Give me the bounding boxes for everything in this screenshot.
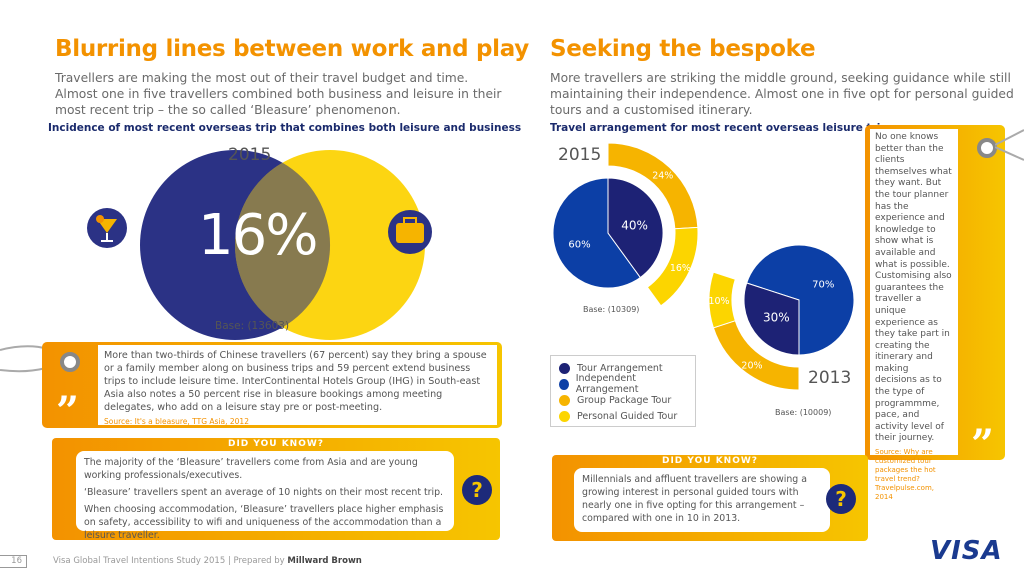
venn-year: 2015 — [228, 145, 272, 165]
venn-value: 16% — [198, 203, 318, 268]
quote-mark-icon: ” — [971, 421, 995, 468]
tag-hole-icon — [60, 352, 80, 372]
ring-label-group: 24% — [652, 171, 673, 182]
legend-label: Independent Arrangement — [575, 373, 639, 395]
legend-item: Group Package Tour — [559, 392, 687, 408]
visa-logo: VISA — [930, 536, 1003, 566]
pie-base-2015: Base: (10309) — [583, 305, 640, 314]
dyk-title: DID YOU KNOW? — [227, 439, 325, 449]
right-chart-title: Travel arrangement for most recent overs… — [550, 122, 888, 134]
left-quote-box: ” More than two-thirds of Chinese travel… — [42, 342, 502, 432]
subtitle-line: maintaining their independence. Almost o… — [550, 87, 1014, 101]
quote-mark-icon: ” — [56, 388, 80, 435]
tag-string-icon — [995, 129, 1024, 161]
right-quote-box: No one knows better than the clients the… — [865, 125, 1005, 501]
subtitle-line: most recent trip – the so called ‘Bleasu… — [55, 103, 401, 117]
right-did-you-know: DID YOU KNOW? Millennials and affluent t… — [552, 455, 868, 541]
legend-swatch-icon — [559, 394, 570, 406]
footer-text: Visa Global Travel Intentions Study 2015… — [53, 556, 362, 566]
left-did-you-know: DID YOU KNOW? The majority of the ‘Bleas… — [52, 438, 500, 541]
subtitle-line: tours and a customised itinerary. — [550, 103, 753, 117]
right-subtitle: More travellers are striking the middle … — [550, 70, 1014, 118]
left-title: Blurring lines between work and play — [55, 36, 529, 62]
overlap-region — [234, 162, 331, 328]
legend-swatch-icon — [559, 362, 570, 374]
left-subtitle: Travellers are making the most out of th… — [55, 70, 502, 118]
pie-slice-independent — [746, 244, 855, 356]
dyk-item: When choosing accommodation, ‘Bleasure’ … — [84, 504, 444, 541]
quote-text: No one knows better than the clients the… — [875, 132, 952, 444]
ring-label-personal: 16% — [670, 263, 691, 274]
pie-slice-tour — [743, 282, 800, 356]
pie-label-independent: 60% — [568, 239, 590, 250]
pie-slice-independent — [552, 177, 642, 289]
cocktail-icon — [87, 208, 127, 248]
subtitle-line: Travellers are making the most out of th… — [55, 71, 469, 85]
subtitle-line: Almost one in five travellers combined b… — [55, 87, 502, 101]
dyk-item: Millennials and affluent travellers are … — [582, 474, 807, 524]
ring-slice-personal — [708, 271, 736, 329]
legend-label: Personal Guided Tour — [577, 410, 678, 422]
quote-source: Source: It's a bleasure, TTG Asia, 2012 — [104, 417, 249, 426]
venn-chart — [87, 150, 432, 340]
ring-slice-personal — [646, 226, 699, 307]
legend-item: Personal Guided Tour — [559, 408, 687, 424]
dyk-item: The majority of the ‘Bleasure’ traveller… — [84, 457, 418, 481]
pie-slice-tour — [607, 177, 664, 279]
pie-year-2013: 2013 — [808, 368, 852, 388]
dyk-item: ‘Bleasure’ travellers spent an average o… — [84, 487, 444, 498]
legend-item: Tour Arrangement — [559, 360, 687, 376]
left-chart-title: Incidence of most recent overseas trip t… — [48, 122, 522, 134]
pie-label-independent: 70% — [812, 279, 834, 290]
pie-charts: 40% 60% 24% 16% 30% 70% 20% 10% — [552, 142, 855, 391]
pie-label-tour: 30% — [763, 310, 790, 324]
legend-label: Tour Arrangement — [577, 362, 663, 374]
ring-label-personal: 10% — [708, 296, 729, 307]
pie-legend: Tour Arrangement Independent Arrangement… — [550, 355, 696, 427]
question-icon: ? — [826, 484, 856, 514]
legend-swatch-icon — [559, 410, 570, 422]
quote-text: More than two-thirds of Chinese travelle… — [104, 350, 487, 413]
right-title: Seeking the bespoke — [550, 36, 816, 62]
legend-item: Independent Arrangement — [559, 373, 687, 395]
page-number: 16 — [0, 555, 27, 568]
pie-base-2013: Base: (10009) — [775, 408, 832, 417]
pie-label-tour: 40% — [621, 218, 648, 232]
venn-base: Base: (13603) — [215, 320, 290, 332]
footer-company: Millward Brown — [287, 556, 362, 566]
dyk-title: DID YOU KNOW? — [661, 456, 759, 466]
question-icon: ? — [462, 475, 492, 505]
footer-study: Visa Global Travel Intentions Study 2015… — [53, 556, 288, 566]
ring-label-group: 20% — [741, 361, 762, 372]
subtitle-line: More travellers are striking the middle … — [550, 71, 1011, 85]
tag-hole-icon — [977, 138, 997, 158]
pie-year-2015: 2015 — [558, 145, 602, 165]
legend-swatch-icon — [559, 378, 569, 390]
quote-source: Source: Why are customized tour packages… — [875, 448, 936, 502]
briefcase-icon — [388, 210, 432, 254]
legend-label: Group Package Tour — [577, 394, 672, 406]
